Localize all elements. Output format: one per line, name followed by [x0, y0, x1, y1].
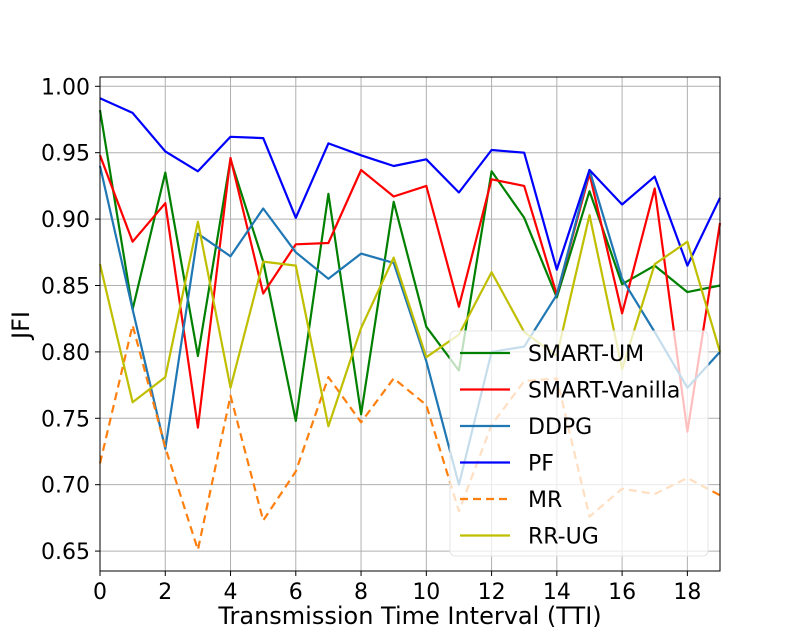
- x-tick-label: 14: [543, 580, 571, 605]
- x-tick-label: 10: [412, 580, 440, 605]
- legend-box: [449, 330, 709, 557]
- x-tick-label: 0: [93, 580, 107, 605]
- axes-frame: [99, 76, 721, 572]
- y-tick-label: 1.00: [41, 75, 90, 100]
- legend-label: RR-UG: [528, 525, 599, 550]
- y-tick-label: 0.85: [41, 274, 90, 299]
- series-line-mr: [98, 324, 721, 551]
- x-tick-label: 2: [158, 580, 172, 605]
- series-line-smart-um: [98, 110, 721, 422]
- legend-label: DDPG: [528, 415, 592, 440]
- x-tick-label: 16: [608, 580, 636, 605]
- legend-label: MR: [528, 488, 562, 513]
- y-tick-label: 0.80: [41, 341, 90, 366]
- y-axis-ticks: 0.65 0.70 0.75 0.80 0.85 0.90 0.95 1.00: [41, 75, 100, 565]
- x-tick-label: 18: [673, 580, 701, 605]
- x-axis-label: Transmission Time Interval (TTI): [217, 602, 601, 630]
- y-tick-label: 0.90: [41, 208, 90, 233]
- x-tick-label: 8: [354, 580, 368, 605]
- y-tick-label: 0.75: [41, 407, 90, 432]
- x-axis-ticks: 0 2 4 6 8 10 12 14 16 18: [93, 571, 701, 605]
- legend-label: SMART-UM: [528, 342, 644, 367]
- legend: SMART-UM SMART-Vanilla DDPG PF MR RR-UG: [449, 330, 709, 557]
- x-tick-label: 12: [478, 580, 506, 605]
- legend-label: SMART-Vanilla: [528, 379, 680, 404]
- y-tick-label: 0.95: [41, 142, 90, 167]
- series-line-pf: [99, 97, 721, 271]
- series-line-ddpg: [98, 165, 721, 486]
- x-tick-label: 4: [224, 580, 238, 605]
- legend-label: PF: [528, 452, 554, 477]
- x-tick-label: 6: [289, 580, 303, 605]
- y-axis-label: JFI: [7, 311, 35, 341]
- series-line-smart-vanilla: [98, 154, 722, 433]
- y-tick-label: 0.65: [41, 540, 90, 565]
- y-tick-label: 0.70: [41, 474, 90, 499]
